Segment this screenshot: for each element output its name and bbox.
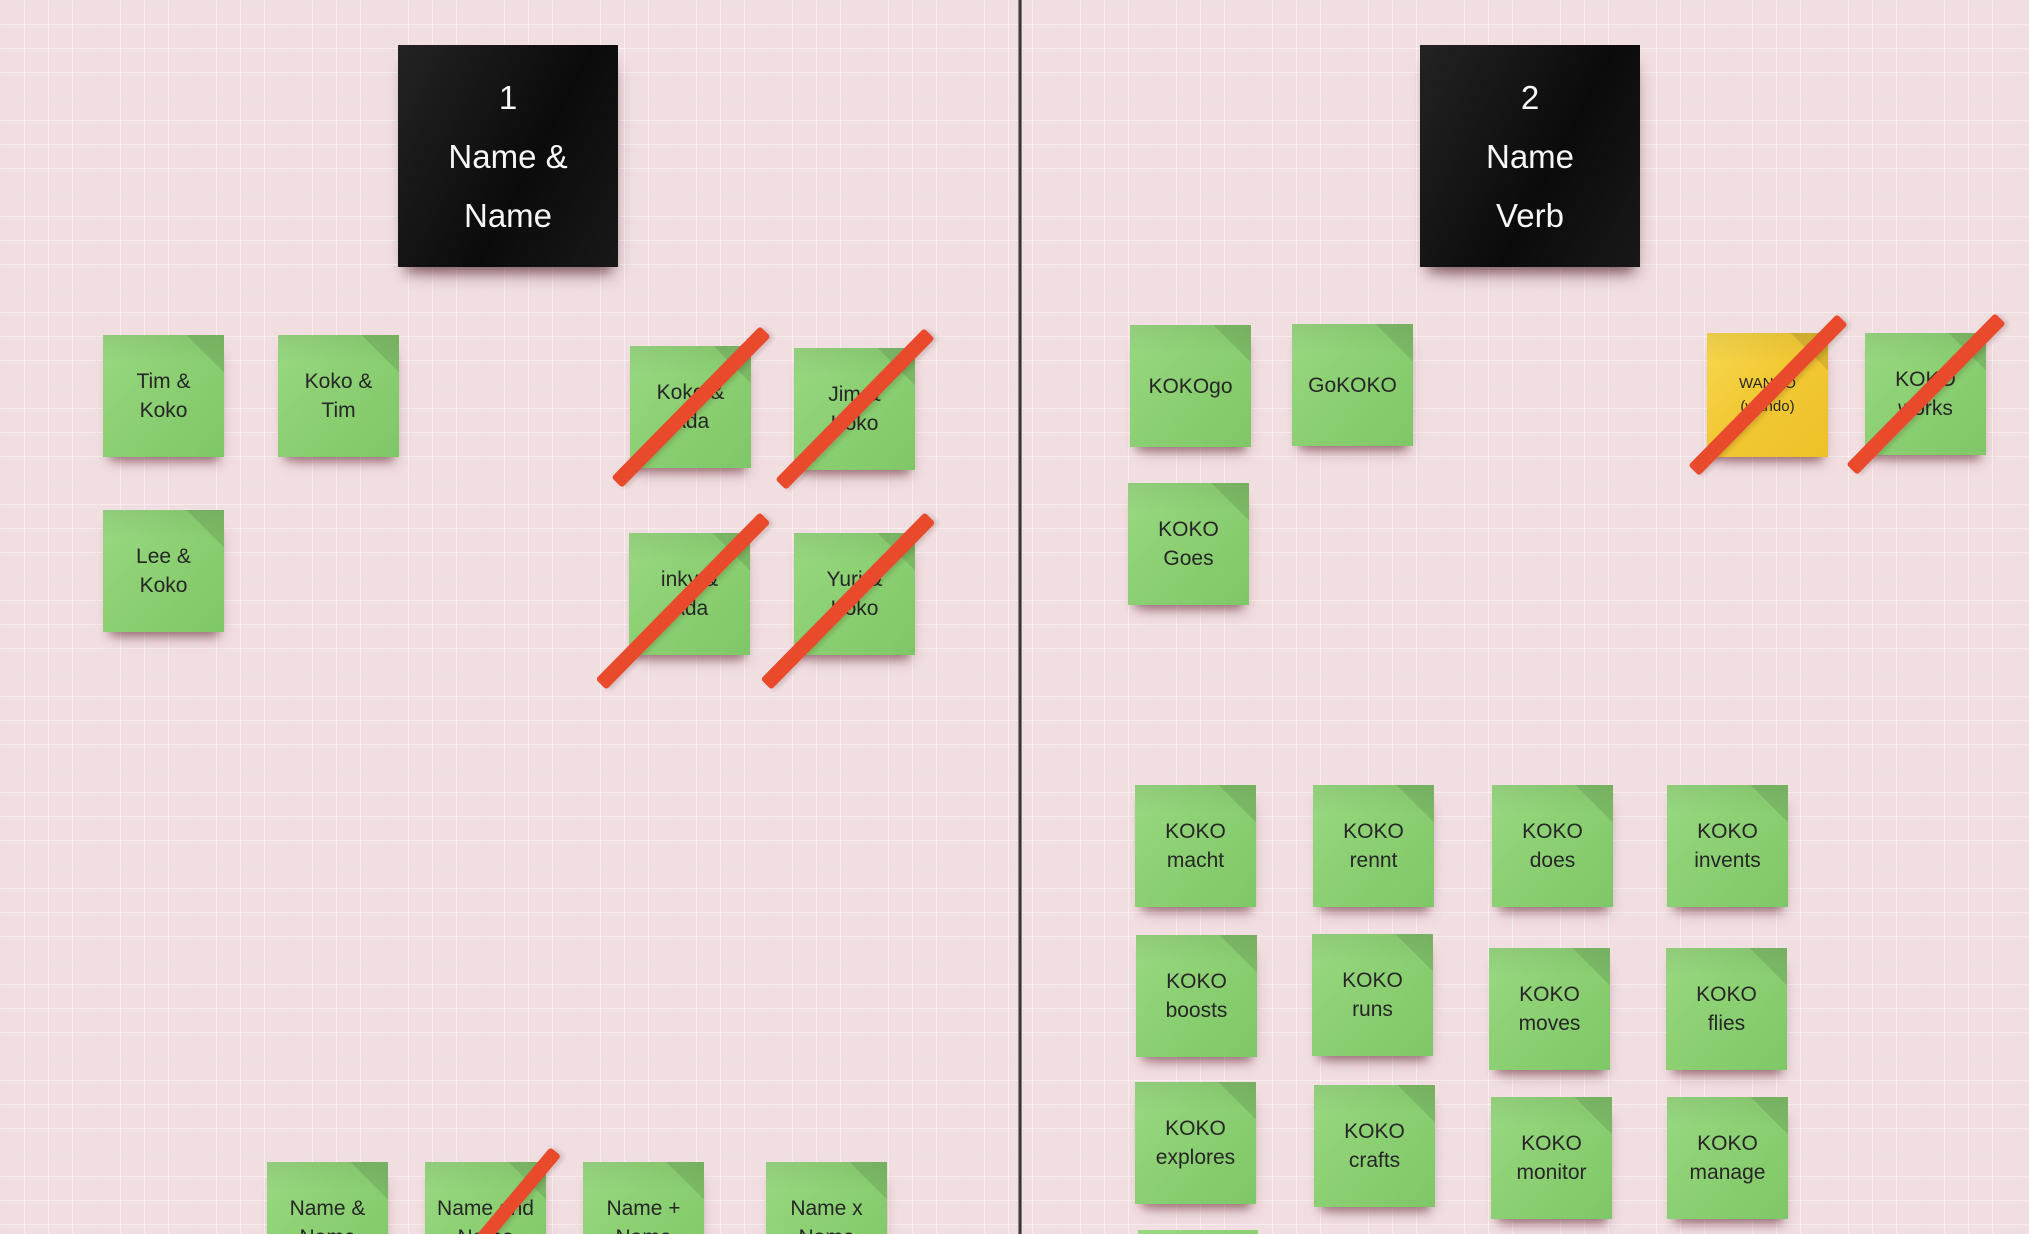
note-name-x-name[interactable]: Name x Name — [766, 1162, 887, 1234]
note-text-line: invents — [1694, 849, 1761, 872]
note-koko-flies[interactable]: KOKO flies — [1666, 948, 1787, 1070]
note-text-line: KOKO — [1696, 983, 1757, 1006]
note-name-amp-name[interactable]: Name & Name — [267, 1162, 388, 1234]
note-text-line: GoKOKO — [1308, 373, 1397, 397]
note-text-line: Name — [615, 1223, 671, 1234]
note-koko-boosts[interactable]: KOKO boosts — [1136, 935, 1257, 1057]
note-text-line: does — [1529, 849, 1576, 872]
note-inky-ada[interactable]: inky & Ada — [595, 512, 770, 690]
note-text-line: rennt — [1349, 849, 1398, 872]
header-line: Name — [1485, 137, 1575, 175]
note-text-line: crafts — [1348, 1149, 1401, 1172]
note-koko-manage[interactable]: KOKO manage — [1667, 1097, 1788, 1219]
note-partially-visible[interactable] — [1138, 1230, 1258, 1234]
cross-out-stroke[interactable] — [595, 512, 770, 690]
section-divider-line[interactable] — [1018, 0, 1022, 1234]
note-koko-does[interactable]: KOKO does — [1492, 785, 1613, 907]
note-text-line: Name x — [790, 1197, 863, 1220]
note-text-line: manage — [1689, 1161, 1766, 1184]
note-koko-ada[interactable]: Koko & Ada — [610, 326, 771, 488]
cross-out-stroke[interactable] — [760, 512, 935, 690]
note-koko-explores[interactable]: KOKO explores — [1135, 1082, 1256, 1204]
note-yuri-koko[interactable]: Yuri & Koko — [760, 512, 935, 690]
note-koko-macht[interactable]: KOKO macht — [1135, 785, 1256, 907]
note-text-line: Lee & — [136, 545, 191, 568]
note-text-line: KOKO — [1165, 820, 1226, 843]
note-text-line: Name + — [606, 1197, 681, 1220]
note-text-line: macht — [1166, 849, 1225, 872]
note-text-line: KOKOgo — [1148, 374, 1233, 398]
note-text-line: explores — [1155, 1146, 1236, 1169]
header-line: 1 — [498, 78, 518, 116]
note-text-line: KOKO — [1344, 1120, 1405, 1143]
note-koko-goes[interactable]: KOKO Goes — [1128, 483, 1249, 605]
note-koko-moves[interactable]: KOKO moves — [1489, 948, 1610, 1070]
cross-out-stroke[interactable] — [1687, 314, 1848, 476]
note-text-line: Koko & — [304, 370, 373, 393]
note-jim-koko[interactable]: Jim & Koko — [774, 328, 935, 490]
note-text-line: KOKO — [1521, 1132, 1582, 1155]
header-note-1-name-and-name[interactable]: 1 Name & Name — [398, 45, 618, 267]
note-koko-works[interactable]: KOKO works — [1845, 313, 2006, 475]
header-line: Verb — [1496, 196, 1564, 234]
note-gokoko[interactable]: GoKOKO — [1292, 324, 1413, 446]
note-text-line: KOKO — [1166, 970, 1227, 993]
cross-out-stroke[interactable] — [1845, 313, 2006, 475]
note-text-line: boosts — [1165, 999, 1228, 1022]
note-kokogo[interactable]: KOKOgo — [1130, 325, 1251, 447]
note-text-line: KOKO — [1697, 820, 1758, 843]
note-koko-rennt[interactable]: KOKO rennt — [1313, 785, 1434, 907]
note-text-line: KOKO — [1342, 969, 1403, 992]
note-koko-invents[interactable]: KOKO invents — [1667, 785, 1788, 907]
note-koko-crafts[interactable]: KOKO crafts — [1314, 1085, 1435, 1207]
note-text-line: moves — [1518, 1012, 1581, 1035]
header-note-2-name-verb[interactable]: 2 Name Verb — [1420, 45, 1640, 267]
note-text-line: KOKO — [1165, 1117, 1226, 1140]
note-text-line: KOKO — [1519, 983, 1580, 1006]
note-wando[interactable]: WANDO (wando) — [1687, 314, 1848, 476]
note-text-line: Name — [299, 1223, 355, 1234]
note-text-line: runs — [1352, 998, 1393, 1021]
note-text-line: KOKO — [1343, 820, 1404, 843]
note-koko-monitor[interactable]: KOKO monitor — [1491, 1097, 1612, 1219]
note-text-line: Koko — [139, 399, 188, 422]
cross-out-stroke[interactable] — [774, 328, 935, 490]
header-line: Name & — [448, 137, 568, 175]
note-text-line: KOKO — [1158, 518, 1219, 541]
note-koko-tim[interactable]: Koko & Tim — [278, 335, 399, 457]
note-text-line: Name — [798, 1223, 854, 1234]
note-text-line: KOKO — [1522, 820, 1583, 843]
header-line: Name — [463, 196, 553, 234]
note-tim-koko[interactable]: Tim & Koko — [103, 335, 224, 457]
header-line: 2 — [1520, 78, 1540, 116]
note-name-and-name[interactable]: Name and Name — [425, 1147, 562, 1234]
note-text-line: monitor — [1516, 1161, 1587, 1184]
note-name-plus-name[interactable]: Name + Name — [583, 1162, 704, 1234]
note-text-line: Goes — [1163, 547, 1214, 570]
note-text-line: flies — [1707, 1012, 1746, 1035]
cross-out-stroke[interactable] — [610, 326, 771, 488]
note-text-line: Name & — [289, 1197, 366, 1220]
note-text-line: Tim & — [136, 370, 191, 393]
note-text-line: Koko — [139, 574, 188, 597]
note-koko-runs[interactable]: KOKO runs — [1312, 934, 1433, 1056]
note-lee-koko[interactable]: Lee & Koko — [103, 510, 224, 632]
note-text-line: Tim — [321, 399, 356, 422]
note-text-line: KOKO — [1697, 1132, 1758, 1155]
